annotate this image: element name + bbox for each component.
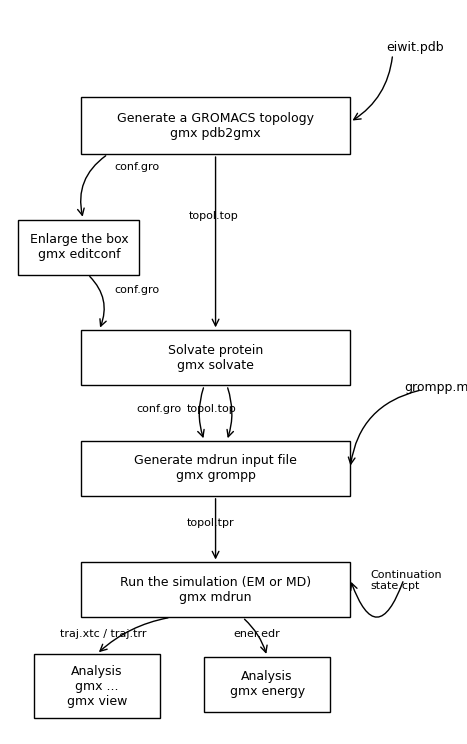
Text: topol.top: topol.top [189, 211, 239, 221]
FancyBboxPatch shape [81, 97, 350, 154]
Text: conf.gro: conf.gro [137, 404, 182, 414]
Text: grompp.mdp: grompp.mdp [404, 381, 467, 394]
Text: topol.tpr: topol.tpr [186, 519, 234, 528]
Text: eiwit.pdb: eiwit.pdb [386, 40, 444, 54]
Text: Continuation
state.cpt: Continuation state.cpt [370, 570, 442, 591]
Text: Generate mdrun input file
gmx grompp: Generate mdrun input file gmx grompp [134, 455, 297, 482]
FancyBboxPatch shape [34, 654, 160, 719]
Text: traj.xtc / traj.trr: traj.xtc / traj.trr [60, 629, 146, 639]
Text: Solvate protein
gmx solvate: Solvate protein gmx solvate [168, 344, 263, 372]
Text: Generate a GROMACS topology
gmx pdb2gmx: Generate a GROMACS topology gmx pdb2gmx [117, 112, 314, 140]
Text: Run the simulation (EM or MD)
gmx mdrun: Run the simulation (EM or MD) gmx mdrun [120, 576, 311, 604]
FancyBboxPatch shape [81, 441, 350, 496]
FancyBboxPatch shape [81, 330, 350, 385]
FancyBboxPatch shape [205, 657, 330, 711]
Text: Enlarge the box
gmx editconf: Enlarge the box gmx editconf [29, 233, 128, 261]
Text: conf.gro: conf.gro [115, 285, 160, 295]
Text: Analysis
gmx energy: Analysis gmx energy [230, 670, 304, 698]
Text: ener.edr: ener.edr [234, 629, 280, 639]
Text: topol.top: topol.top [186, 404, 236, 414]
FancyBboxPatch shape [81, 562, 350, 618]
Text: Analysis
gmx ...
gmx view: Analysis gmx ... gmx view [67, 665, 127, 708]
FancyBboxPatch shape [18, 219, 139, 275]
Text: conf.gro: conf.gro [115, 162, 160, 172]
